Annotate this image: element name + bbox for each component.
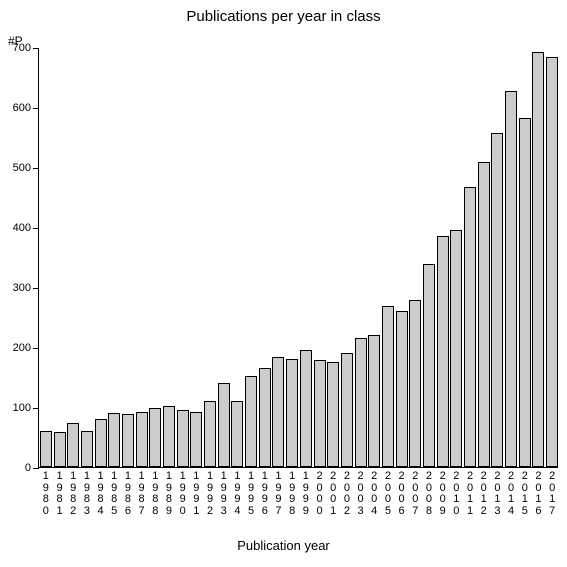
x-tick-label: 1991 [190,467,204,517]
bar [450,230,462,467]
x-tick-label: 1983 [80,467,94,517]
x-tick-label: 1987 [135,467,149,517]
x-tick-label: 1995 [244,467,258,517]
bar [464,187,476,467]
y-tick-label: 700 [7,42,31,54]
bars-layer [39,48,558,467]
y-tick-label: 100 [7,402,31,414]
x-tick-label: 1985 [107,467,121,517]
bar [437,236,449,467]
y-tick-label: 300 [7,282,31,294]
y-tick-label: 0 [7,462,31,474]
bar [231,401,243,467]
y-tick [33,48,39,49]
x-tick-label: 2005 [381,467,395,517]
bar [314,360,326,467]
x-tick-label: 2013 [491,467,505,517]
x-tick-label: 2004 [367,467,381,517]
y-tick [33,108,39,109]
x-tick-label: 2017 [545,467,559,517]
bar [67,423,79,467]
x-tick-label: 2008 [422,467,436,517]
x-tick-label: 1996 [258,467,272,517]
x-tick-label: 2010 [450,467,464,517]
x-tick-label: 1992 [203,467,217,517]
bar [245,376,257,467]
x-tick-label: 1986 [121,467,135,517]
bar [286,359,298,467]
bar [163,406,175,467]
bar [40,431,52,467]
bar [368,335,380,467]
bar [259,368,271,467]
y-tick-label: 400 [7,222,31,234]
x-tick-label: 2011 [463,467,477,517]
bar [218,383,230,467]
x-tick-label: 1984 [94,467,108,517]
x-tick-label: 2012 [477,467,491,517]
bar [95,419,107,467]
x-tick-label: 2015 [518,467,532,517]
chart-container: Publications per year in class #P 010020… [0,0,567,567]
x-tick-label: 2007 [408,467,422,517]
x-tick-label: 2009 [436,467,450,517]
bar [396,311,408,467]
bar [423,264,435,467]
bar [532,52,544,467]
x-tick-label: 2002 [340,467,354,517]
bar [149,408,161,467]
y-tick-label: 200 [7,342,31,354]
bar [505,91,517,467]
bar [409,300,421,467]
bar [341,353,353,467]
bar [519,118,531,467]
x-tick-label: 1999 [299,467,313,517]
x-tick-label: 1997 [272,467,286,517]
bar [81,431,93,467]
x-tick-label: 2016 [532,467,546,517]
x-tick-label: 2003 [354,467,368,517]
bar [546,57,558,467]
bar [122,414,134,467]
y-tick [33,288,39,289]
bar [136,412,148,467]
bar [355,338,367,467]
y-tick [33,168,39,169]
bar [204,401,216,467]
x-axis-label: Publication year [0,538,567,553]
bar [54,432,66,467]
x-tick-label: 1982 [66,467,80,517]
y-tick-label: 500 [7,162,31,174]
bar [491,133,503,467]
x-tick-label: 2000 [313,467,327,517]
y-tick [33,228,39,229]
bar [300,350,312,467]
bar [177,410,189,467]
x-tick-label: 1988 [148,467,162,517]
y-tick [33,348,39,349]
bar [108,413,120,467]
bar [382,306,394,467]
x-tick-label: 1993 [217,467,231,517]
x-tick-label: 1989 [162,467,176,517]
bar [327,362,339,467]
x-tick-label: 1981 [53,467,67,517]
bar [190,412,202,467]
x-tick-label: 2006 [395,467,409,517]
x-tick-label: 1990 [176,467,190,517]
x-tick-label: 2014 [504,467,518,517]
plot-area: 0100200300400500600700 19801981198219831… [38,48,558,468]
x-tick-label: 1994 [231,467,245,517]
y-tick [33,408,39,409]
chart-title: Publications per year in class [0,8,567,25]
x-tick-label: 2001 [326,467,340,517]
bar [272,357,284,467]
x-tick-label: 1998 [285,467,299,517]
bar [478,162,490,467]
y-tick-label: 600 [7,102,31,114]
x-tick-label: 1980 [39,467,53,517]
